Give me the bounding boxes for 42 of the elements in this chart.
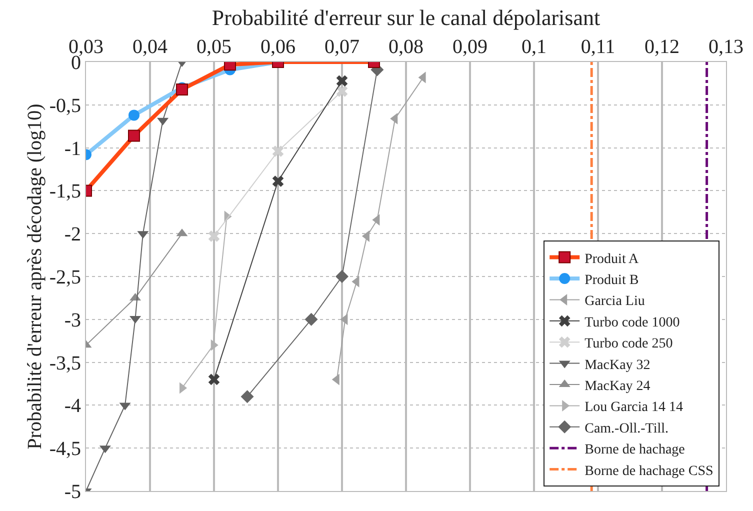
y-tick-label: -3,5 [49, 352, 81, 374]
legend-label: Turbo code 1000 [584, 315, 680, 330]
legend-label: Produit A [584, 252, 640, 267]
x-tick-label: 0,13 [708, 36, 744, 58]
x-tick-label: 0,11 [580, 36, 616, 58]
x-axis-title: Probabilité d'erreur sur le canal dépolarisant [212, 4, 600, 30]
legend-label: MacKay 32 [584, 358, 650, 373]
y-axis-title: Probabilité d'erreur après décodage (log10) [24, 104, 46, 450]
y-tick-label: -1 [64, 138, 81, 160]
y-tick-label: -4,5 [49, 438, 81, 460]
legend-label: Garcia Liu [584, 294, 645, 310]
y-tick-label: -5 [64, 481, 81, 503]
point [208, 374, 220, 386]
y-tick-label: -0,5 [49, 94, 81, 117]
ref-line-label: Borne de hachage [584, 442, 685, 458]
x-tick-label: 0,09 [452, 36, 488, 58]
point [304, 312, 318, 326]
y-tick-label: -2,5 [49, 266, 81, 288]
point [336, 86, 348, 97]
x-tick-label: 0,12 [644, 36, 680, 58]
point [336, 270, 348, 283]
point [272, 146, 284, 157]
x-tick-label: 0,06 [260, 36, 296, 58]
point [272, 176, 284, 187]
point [336, 75, 348, 87]
y-tick-label: -4 [64, 395, 81, 418]
y-tick-label: -2 [64, 224, 81, 246]
y-tick-label: -3 [64, 309, 81, 332]
x-tick-label: 0,1 [522, 36, 546, 58]
x-tick-label: 0,04 [132, 36, 168, 58]
x-tick-label: 0,08 [388, 36, 424, 58]
legend-label: Lou Garcia 14 14 [584, 400, 683, 416]
x-tick-label: 0,05 [196, 36, 232, 58]
ref-line-label: Borne de hachage CSS [584, 464, 714, 479]
y-tick-label: -1,5 [49, 180, 81, 203]
point [208, 230, 220, 242]
legend-label: Cam.-Oll.-Till. [584, 421, 668, 436]
legend-label: Turbo code 250 [584, 336, 673, 352]
legend-label: Produit B [584, 272, 639, 288]
legend-label: MacKay 24 [584, 378, 650, 394]
point [240, 390, 254, 404]
x-tick-label: 0,07 [324, 36, 360, 58]
